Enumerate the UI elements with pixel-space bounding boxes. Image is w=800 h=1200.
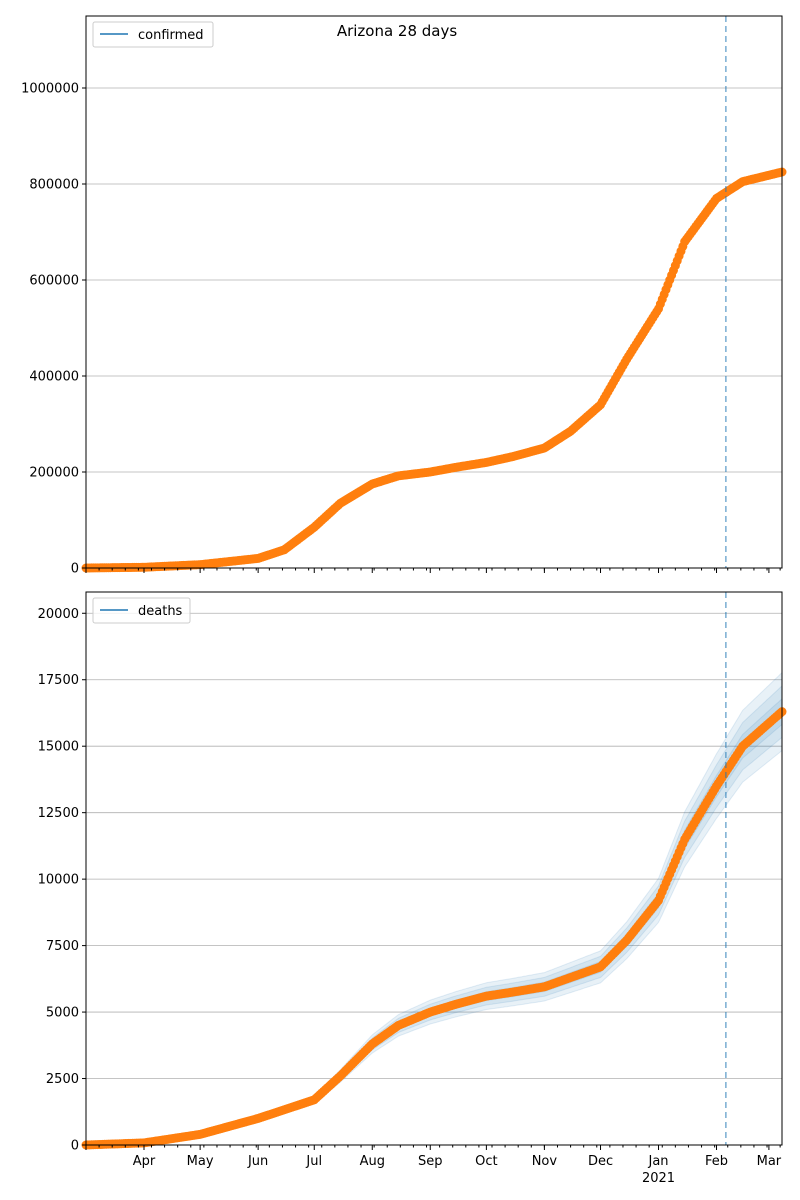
x-tick-label: Dec (588, 1154, 613, 1169)
y-tick-label: 12500 (38, 806, 79, 821)
deaths-legend-box (92, 597, 191, 624)
x-tick-label: Mar (757, 1154, 782, 1169)
confirmed-points (81, 167, 787, 573)
y-tick-label: 0 (71, 562, 79, 577)
x-tick-label: Apr (133, 1154, 156, 1169)
x-tick-label: Jun (247, 1154, 268, 1169)
x-tick-label: Aug (360, 1154, 385, 1169)
year-label: 2021 (642, 1171, 675, 1186)
x-tick-label: Jan (647, 1154, 668, 1169)
x-tick-label: Sep (418, 1154, 443, 1169)
x-tick-label: Nov (532, 1154, 558, 1169)
confirmed-y-ticks: 0 200000 400000 600000 800000 1000000 (21, 82, 86, 577)
y-tick-label: 200000 (29, 466, 79, 481)
y-tick-label: 1000000 (21, 82, 79, 97)
y-tick-label: 10000 (38, 873, 79, 888)
y-tick-label: 600000 (29, 274, 79, 289)
confirmed-legend-box (92, 21, 214, 48)
x-tick-label: Feb (705, 1154, 728, 1169)
deaths-x-ticks: Apr May Jun Jul Aug Sep Oct Nov Dec Jan Feb Mar (85, 1145, 782, 1169)
deaths-points (81, 707, 787, 1150)
x-tick-label: Jul (305, 1154, 322, 1169)
y-tick-label: 0 (71, 1139, 79, 1154)
y-tick-label: 400000 (29, 370, 79, 385)
y-tick-label: 17500 (38, 673, 79, 688)
deaths-axes-frame (85, 591, 783, 1146)
confirmed-legend: confirmed (92, 21, 214, 48)
deaths-y-ticks: 0 2500 5000 7500 10000 12500 15000 17500 20000 (38, 607, 86, 1154)
y-tick-label: 7500 (46, 939, 79, 954)
y-tick-label: 5000 (46, 1006, 79, 1021)
deaths-panel: 0 2500 5000 7500 10000 12500 15000 17500 20000 A… (38, 591, 787, 1186)
x-tick-label: Oct (475, 1154, 497, 1169)
y-tick-label: 2500 (46, 1072, 79, 1087)
y-tick-label: 20000 (38, 607, 79, 622)
chart-title: Arizona 28 days (337, 22, 458, 40)
confirmed-legend-label: confirmed (138, 28, 204, 43)
y-tick-label: 800000 (29, 178, 79, 193)
confirmed-panel: 0 200000 400000 600000 800000 1000000 Arizona… (21, 15, 787, 577)
deaths-legend: deaths (92, 597, 191, 624)
confirmed-x-ticks (85, 568, 781, 573)
confirmed-axes-frame (85, 15, 783, 569)
deaths-legend-label: deaths (138, 604, 183, 619)
y-tick-label: 15000 (38, 740, 79, 755)
x-tick-label: May (187, 1154, 214, 1169)
